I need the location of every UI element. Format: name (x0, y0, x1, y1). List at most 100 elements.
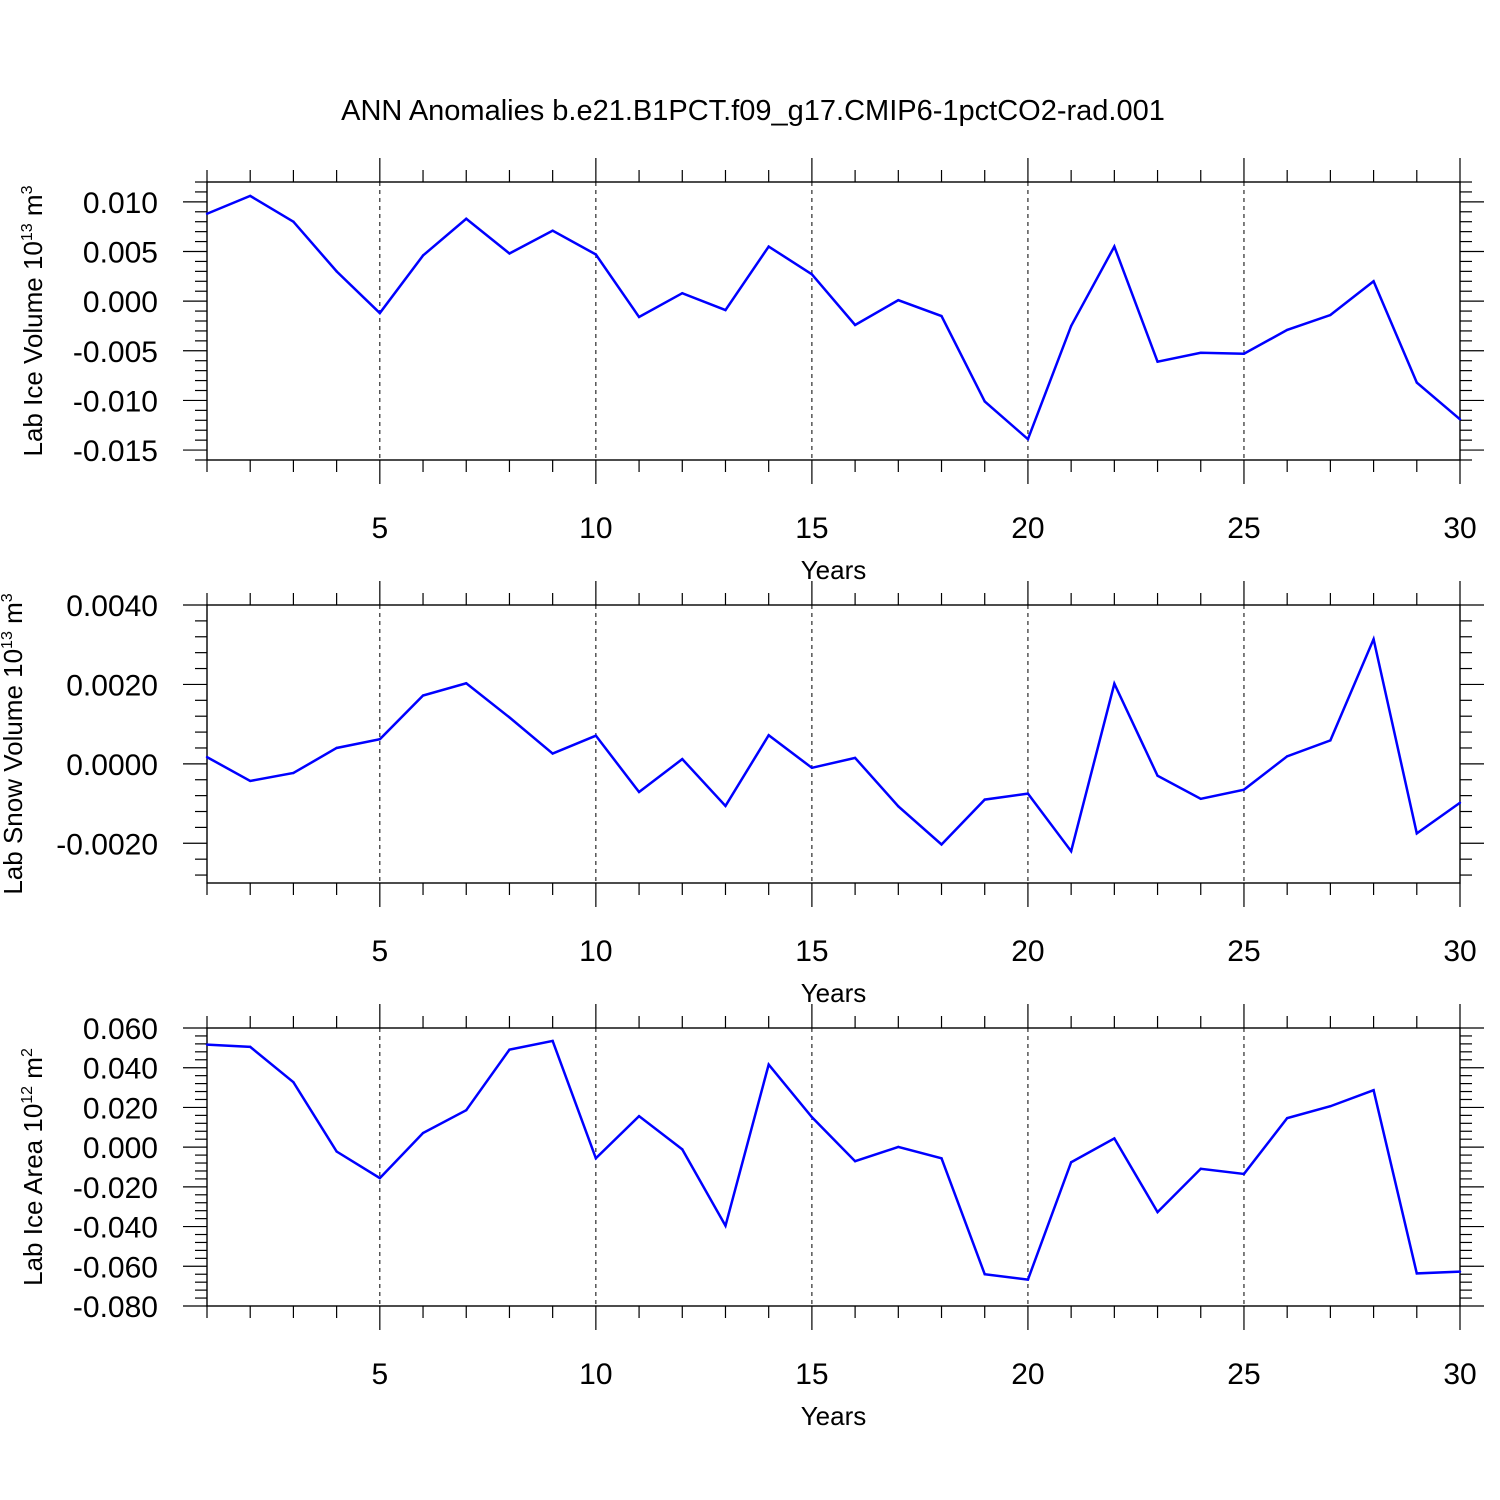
panel-2-data-point (637, 790, 641, 794)
panel-2-data-point (1329, 739, 1332, 742)
panel-3-data-point (897, 1145, 900, 1149)
panel-2-data-point (940, 843, 943, 846)
panel-2-data-point (249, 779, 252, 783)
panel-3-data-point (205, 1043, 209, 1046)
panel-1-data-point (767, 245, 770, 248)
panel-2: -0.0020 0.0000 0.0020 0.0040 5 10 15 20 25 30 Year… (0, 581, 1484, 1008)
chart-title: ANN Anomalies b.e21.B1PCT.f09_g17.CMIP6-… (341, 95, 1165, 127)
panel-3-data-point (983, 1273, 986, 1276)
panel-1-data-point (940, 314, 943, 318)
panel-3-series-line (206, 1039, 1461, 1281)
panel-2-data-point (378, 738, 382, 741)
panel-2-x-tick-label: 25 (1227, 935, 1260, 968)
panel-1-data-point (1199, 351, 1202, 354)
panel-2-x-tick-label: 30 (1443, 935, 1476, 968)
panel-3-y-tick-label: -0.040 (73, 1212, 158, 1245)
panel-1-y-tick-label: -0.015 (73, 435, 158, 468)
panel-3-y-tick-label: 0.040 (83, 1053, 158, 1086)
panels: -0.015 -0.010 -0.005 0.000 0.005 0.010 5 10 15 20… (0, 158, 1484, 1431)
panel-3-data-point (594, 1157, 598, 1160)
panel-3-data-point (1285, 1116, 1289, 1120)
panel-1-x-tick-label: 20 (1011, 512, 1044, 545)
panel-1-plot-frame (206, 181, 1461, 461)
panel-3-data-point (465, 1109, 468, 1112)
panel-3-data-point (1113, 1137, 1116, 1140)
panel-1-data-point (853, 323, 857, 327)
panel-1-data-point (681, 292, 684, 295)
panel-1-data-point (1113, 245, 1116, 248)
panel-1-data-point (335, 270, 338, 273)
panel-3-data-point (1458, 1270, 1462, 1273)
panel-3-data-point (508, 1048, 511, 1051)
panel-1-data-point (1026, 437, 1030, 441)
panel-3-y-tick-label: 0.060 (83, 1013, 158, 1046)
panel-2-x-tick-label: 15 (795, 935, 828, 968)
panel-1-y-tick-label: -0.005 (73, 336, 158, 369)
panel-1-data-point (508, 252, 511, 255)
panel-2-data-point (292, 771, 295, 775)
panel-2-data-point (724, 804, 727, 808)
panel-3-data-point (1329, 1105, 1332, 1108)
panel-3-y-axis-label: Lab Ice Area 1012 m2 (18, 1048, 48, 1286)
panel-3-x-axis-label: Years (801, 1401, 867, 1431)
panel-1-x-tick-label: 15 (795, 512, 828, 545)
panel-1-y-axis-label: Lab Ice Volume 1013 m3 (18, 185, 48, 456)
panel-2-y-tick-label: 0.0020 (66, 669, 158, 702)
panel-1-data-point (1285, 328, 1289, 332)
panel-1-data-point (421, 254, 425, 257)
panel-2-y-tick-label: 0.0000 (66, 749, 158, 782)
panel-3-x-tick-label: 25 (1227, 1358, 1260, 1391)
panel-1-y-tick-label: 0.005 (83, 237, 158, 270)
panel-2-data-point (1372, 637, 1375, 641)
panel-1-data-point (1156, 360, 1159, 363)
panel-2-x-tick-label: 10 (579, 935, 612, 968)
panel-3-data-point (810, 1115, 814, 1119)
panel-1-data-point (465, 217, 468, 220)
panel-1-series-line (206, 194, 1461, 442)
panel-2-data-point (1242, 788, 1246, 791)
panel-1-y-tick-label: 0.010 (83, 187, 158, 220)
panel-3-data-point (724, 1224, 727, 1227)
panel-1-data-point (1415, 381, 1418, 384)
panel-1-data-point (983, 400, 986, 403)
panel-1-x-axis-label: Years (801, 555, 867, 585)
panel-2-x-tick-label: 20 (1011, 935, 1044, 968)
panel-3-y-tick-label: -0.060 (73, 1251, 158, 1284)
panel-1-y-tick-label: 0.000 (83, 286, 158, 319)
panel-3-data-point (1242, 1172, 1246, 1176)
panel-2-data-point (551, 752, 554, 755)
panel-2-data-point (1285, 755, 1289, 758)
panel-1-data-point (551, 229, 554, 232)
panel-2-data-point (681, 757, 684, 761)
panel-3: -0.080 -0.060 -0.040 -0.020 0.000 0.020 0.040 0… (18, 1004, 1484, 1431)
panel-1-data-point (637, 315, 641, 319)
panel-1-data-point (1372, 280, 1375, 283)
panel-1-data-point (724, 308, 727, 312)
panel-3-data-point (853, 1160, 857, 1163)
panel-1-x-tick-label: 10 (579, 512, 612, 545)
panel-1-x-tick-label: 25 (1227, 512, 1260, 545)
panel-2-data-point (421, 694, 425, 697)
panel-3-data-point (1026, 1278, 1030, 1281)
panel-2-data-point (465, 682, 468, 685)
panel-2-plot-frame (206, 604, 1461, 884)
panel-2-series-line (206, 635, 1461, 855)
panel-3-data-point (1372, 1088, 1375, 1092)
panel-2-data-point (205, 755, 209, 759)
panel-3-data-point (292, 1081, 295, 1084)
panel-3-data-point (1199, 1167, 1202, 1170)
panel-3-x-tick-label: 20 (1011, 1358, 1044, 1391)
panel-3-y-tick-label: 0.020 (83, 1092, 158, 1125)
panel-2-y-tick-label: 0.0040 (66, 590, 158, 623)
panel-1-data-point (810, 273, 814, 276)
panel-1-data-point (378, 311, 382, 315)
panel-3-x-tick-label: 15 (795, 1358, 828, 1391)
panel-3-data-point (378, 1176, 382, 1180)
panel-3-data-point (767, 1063, 770, 1066)
panel-2-data-point (897, 805, 900, 808)
panel-2-data-point (1026, 792, 1030, 795)
panel-1-data-point (1458, 418, 1462, 421)
panel-2-data-point (508, 716, 511, 719)
panel-3-data-point (637, 1114, 641, 1118)
